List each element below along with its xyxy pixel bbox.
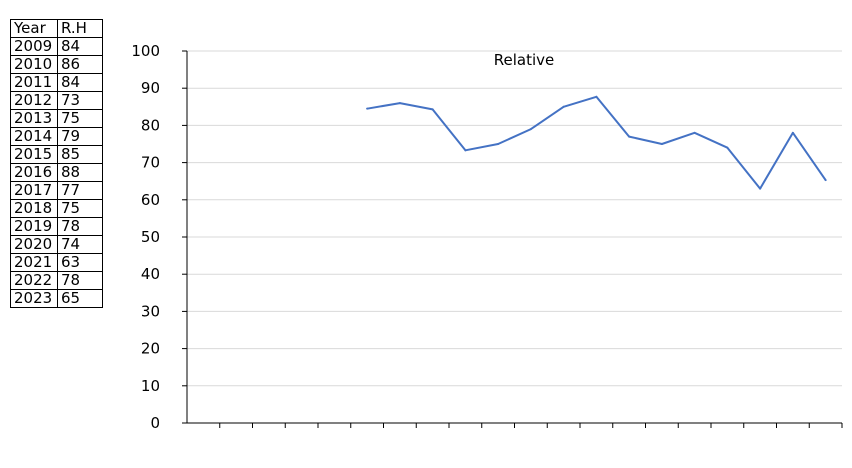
- cell-rh: 73: [57, 91, 103, 110]
- cell-rh: 77: [57, 181, 103, 200]
- cell-year: 2017: [10, 181, 58, 200]
- table-row: 2015 85: [10, 145, 103, 164]
- cell-year: 2018: [10, 199, 58, 218]
- x-axis-ticks: [219, 423, 843, 428]
- cell-rh: 79: [57, 127, 103, 146]
- series-line: [366, 95, 827, 190]
- table-row: 2020 74: [10, 235, 103, 254]
- data-point: [660, 143, 663, 145]
- cell-rh: 85: [57, 145, 103, 164]
- data-table: Year R.H 2009 84 2010 86 2011 84 2012 73 2013 75 2…: [10, 19, 103, 308]
- table-row: 2016 88: [10, 163, 103, 182]
- data-point: [464, 149, 467, 152]
- y-tick-label: 40: [141, 265, 160, 283]
- table-row: 2014 79: [10, 127, 103, 146]
- data-points: [366, 95, 827, 190]
- data-point: [595, 95, 598, 98]
- table-row: 2012 73: [10, 91, 103, 110]
- y-tick-label: 70: [141, 154, 160, 172]
- data-point: [529, 128, 532, 131]
- y-tick-label: 90: [141, 79, 160, 97]
- data-point: [366, 107, 369, 110]
- y-tick-label: 10: [141, 377, 160, 395]
- cell-year: 2010: [10, 55, 58, 74]
- cell-rh: 65: [57, 289, 103, 308]
- gridlines: [187, 50, 842, 387]
- cell-rh: 78: [57, 271, 103, 290]
- data-point: [726, 146, 729, 149]
- cell-year: 2021: [10, 253, 58, 272]
- cell-rh: 75: [57, 199, 103, 218]
- table-row: 2010 86: [10, 55, 103, 74]
- table-row: 2017 77: [10, 181, 103, 200]
- data-point: [562, 105, 565, 108]
- y-tick-label: 60: [141, 191, 160, 209]
- table-row: 2019 78: [10, 217, 103, 236]
- data-point: [693, 131, 696, 134]
- data-point: [431, 108, 434, 111]
- y-tick-label: 20: [141, 340, 160, 358]
- y-axis-ticks: 0 10 20 30 40 50 60 70 80 90 100: [131, 42, 187, 432]
- data-point: [759, 187, 762, 190]
- cell-year: 2016: [10, 163, 58, 182]
- y-tick-label: 100: [131, 42, 160, 60]
- cell-rh: 88: [57, 163, 103, 182]
- data-point: [628, 135, 631, 138]
- y-tick-label: 80: [141, 116, 160, 134]
- y-tick-label: 0: [150, 414, 160, 432]
- data-point: [398, 102, 401, 105]
- cell-year: 2014: [10, 127, 58, 146]
- table-row: 2018 75: [10, 199, 103, 218]
- chart-title: Relative: [494, 51, 555, 69]
- data-point: [791, 131, 794, 134]
- y-tick-label: 50: [141, 228, 160, 246]
- y-tick-label: 30: [141, 302, 160, 320]
- data-point: [824, 179, 827, 182]
- cell-year: 2020: [10, 235, 58, 254]
- data-point: [497, 143, 500, 145]
- table-row: 2023 65: [10, 289, 103, 308]
